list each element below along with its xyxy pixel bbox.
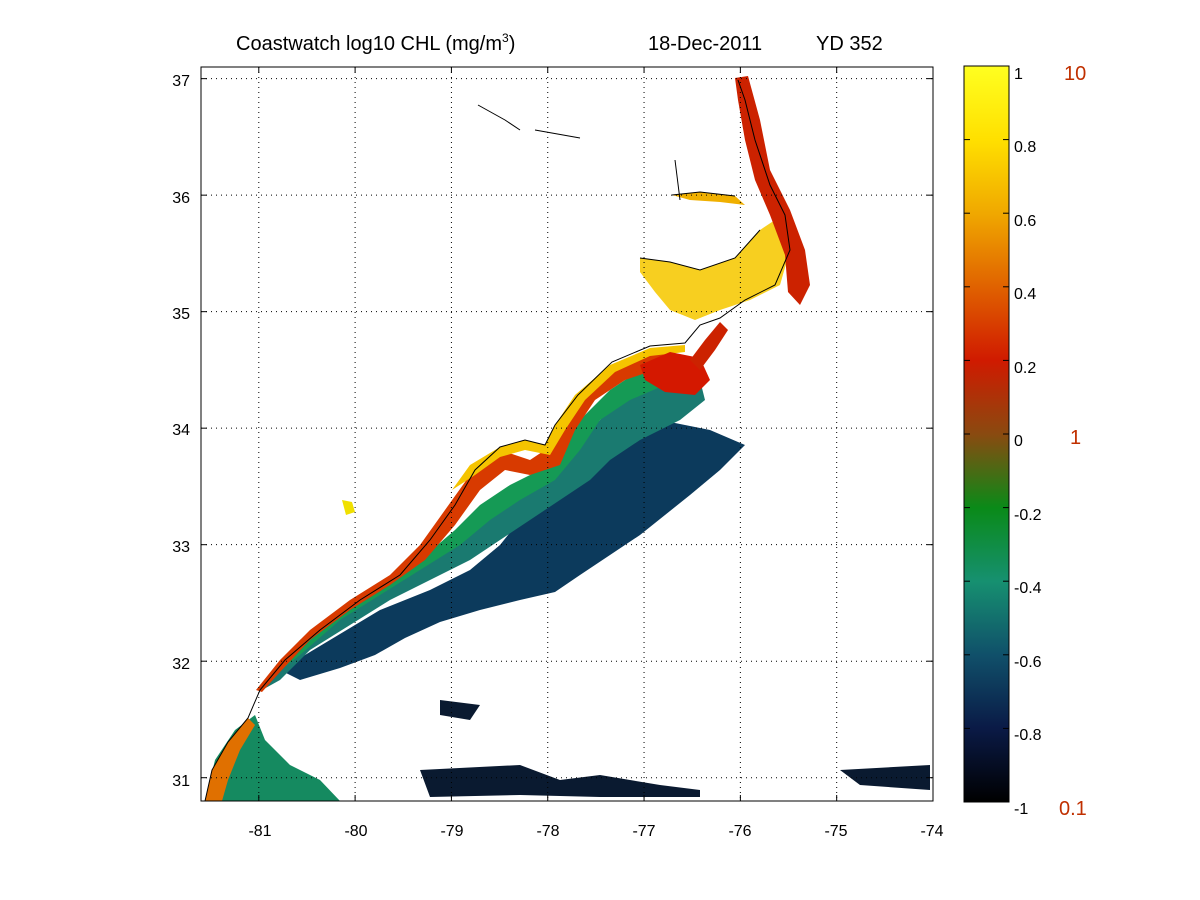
coastline: [204, 79, 791, 801]
onslow-bay-red-patch: [640, 352, 710, 395]
axis-ticks: [201, 67, 934, 801]
map-yearday: YD 352: [816, 33, 883, 55]
colorbar-gradient: [963, 65, 1010, 803]
y-tick-label: 33: [172, 539, 190, 556]
x-tick-label: -79: [440, 823, 463, 840]
x-tick-label: -78: [536, 823, 559, 840]
colorbar-tick-label: 0.2: [1014, 360, 1036, 377]
colorbar-tick-label: -0.8: [1014, 727, 1042, 744]
x-tick-label: -80: [344, 823, 367, 840]
concentration-label-low: 0.1: [1059, 798, 1087, 820]
x-tick-label: -77: [632, 823, 655, 840]
shelf-teal-region: [262, 380, 705, 690]
offshore-low-chl-region: [280, 420, 745, 680]
colorbar-tick-label: 0.6: [1014, 213, 1036, 230]
colorbar-tick-label: 0.8: [1014, 139, 1036, 156]
concentration-label-high: 10: [1064, 63, 1086, 85]
colorbar: 1 0.8 0.6 0.4 0.2 0 -0.2 -0.4 -0.6 -0.8 …: [963, 63, 1087, 820]
y-tick-label: 35: [172, 306, 190, 323]
x-tick-label: -75: [824, 823, 847, 840]
offshore-scattered-pixels: [420, 700, 930, 797]
colorbar-tick-label: -1: [1014, 801, 1028, 818]
x-tick-label: -74: [920, 823, 943, 840]
map-title: Coastwatch log10 CHL (mg/m3): [236, 31, 515, 55]
shelf-green-region: [268, 362, 690, 680]
x-axis-labels: -81 -80 -79 -78 -77 -76 -75 -74: [248, 823, 943, 840]
map-plot-area: [200, 66, 934, 802]
colorbar-tick-label: 1: [1014, 66, 1023, 83]
colorbar-tick-label: 0.4: [1014, 286, 1036, 303]
georgia-coastal-band: [205, 718, 255, 801]
colorbar-tick-label: 0: [1014, 433, 1023, 450]
y-tick-label: 37: [172, 73, 190, 90]
x-tick-label: -76: [728, 823, 751, 840]
y-tick-label: 36: [172, 190, 190, 207]
x-tick-label: -81: [248, 823, 271, 840]
chlorophyll-field: [204, 76, 930, 801]
cape-lookout-red-band: [690, 322, 728, 370]
colorbar-ticks: [964, 65, 1009, 803]
y-tick-label: 32: [172, 656, 190, 673]
colorbar-tick-label: -0.4: [1014, 580, 1042, 597]
colorbar-tick-label: -0.6: [1014, 654, 1042, 671]
y-tick-label: 31: [172, 773, 190, 790]
map-date: 18-Dec-2011: [648, 33, 762, 55]
y-tick-label: 34: [172, 422, 190, 439]
inland-lake-patch: [342, 500, 355, 515]
pamlico-sound-high-chl: [640, 220, 790, 320]
colorbar-tick-label: -0.2: [1014, 507, 1042, 524]
coastal-yellow-band: [452, 345, 685, 490]
concentration-label-mid: 1: [1070, 427, 1081, 449]
sound-shoreline: [477, 104, 761, 271]
y-axis-labels: 31 32 33 34 35 36 37: [172, 73, 190, 790]
map-frame: [200, 66, 934, 802]
grid-lines: [201, 67, 934, 801]
